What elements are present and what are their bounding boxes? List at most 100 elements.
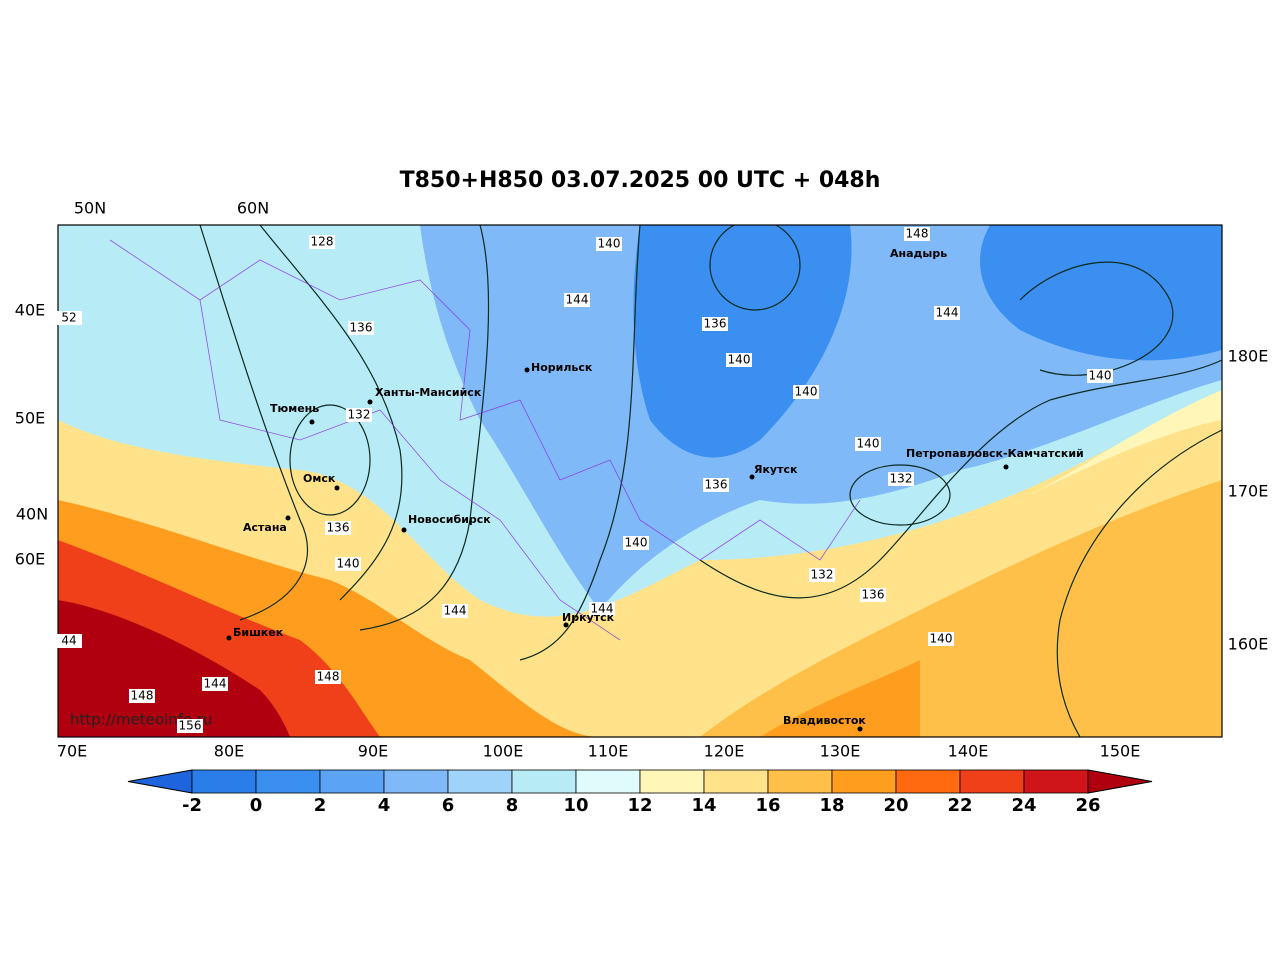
- contour-label-bg: [904, 227, 930, 241]
- contour-label-bg: [596, 237, 622, 251]
- contour-label: 132: [890, 472, 913, 486]
- contour-label: 132: [811, 568, 834, 582]
- contour-label-bg: [793, 385, 819, 399]
- contour-label: 148: [906, 227, 929, 241]
- coordinate-label: 120E: [704, 742, 745, 761]
- colorbar-bin: [319, 769, 385, 794]
- city-marker: [309, 419, 315, 425]
- colorbar-under: [127, 769, 193, 794]
- credit: http://meteoinfo.ru: [70, 711, 212, 729]
- contour-label-bg: [315, 670, 341, 684]
- city-label: Анадырь: [890, 247, 947, 260]
- coordinate-label: 110E: [588, 742, 629, 761]
- contour-label: 136: [350, 321, 373, 335]
- contour-label: 136: [327, 521, 350, 535]
- contour-label: 144: [204, 677, 227, 691]
- city-marker: [226, 635, 232, 641]
- coordinate-label: 80E: [214, 742, 244, 761]
- contour-label: 156: [179, 719, 202, 733]
- contour-label-bg: [702, 317, 728, 331]
- contour-label: 148: [131, 689, 154, 703]
- colorbar-bin: [895, 769, 961, 794]
- title: T850+H850 03.07.2025 00 UTC + 048h: [400, 168, 881, 193]
- contour-label-bg: [348, 321, 374, 335]
- colorbar-tick-label: 26: [1075, 795, 1100, 816]
- colorbar-bin: [447, 769, 513, 794]
- city-label: Астана: [243, 521, 287, 534]
- city-marker: [285, 515, 291, 521]
- contour-label-bg: [860, 588, 886, 602]
- map-frame: [57, 224, 1223, 738]
- coordinate-label: 40N: [16, 505, 48, 524]
- contour-label-bg: [129, 689, 155, 703]
- city-label: Ханты-Мансийск: [375, 386, 482, 399]
- colorbar-tick-label: -2: [182, 795, 202, 816]
- contour-label: 144: [566, 293, 589, 307]
- coordinate-label: 160E: [1228, 635, 1269, 654]
- contour-label-bg: [309, 235, 335, 249]
- contour-label-bg: [928, 632, 954, 646]
- city-label: Петропавловск-Камчатский: [906, 447, 1084, 460]
- coordinate-label: 70E: [57, 742, 87, 761]
- city-label: Омск: [303, 472, 336, 485]
- contour-label: 140: [728, 353, 751, 367]
- colorbar-bin: [1023, 769, 1089, 794]
- colorbar-bin: [959, 769, 1025, 794]
- contour-label: 132: [348, 408, 371, 422]
- contour-label-bg: [623, 536, 649, 550]
- colorbar-bin: [831, 769, 897, 794]
- contour-label-bg: [325, 521, 351, 535]
- colorbar-tick-label: 18: [819, 795, 844, 816]
- city-marker: [524, 367, 530, 373]
- contour-label-bg: [703, 478, 729, 492]
- coordinate-label: 180E: [1228, 347, 1269, 366]
- contour-label-bg: [589, 602, 615, 616]
- contour-label-bg: [56, 311, 82, 325]
- contour-label: 144: [444, 604, 467, 618]
- contour-label: 136: [705, 478, 728, 492]
- contour-label: 140: [1089, 369, 1112, 383]
- contour-label-bg: [888, 472, 914, 486]
- city-label: Бишкек: [233, 626, 284, 639]
- contour-label-bg: [56, 634, 82, 648]
- colorbar-tick-label: 10: [563, 795, 588, 816]
- contour-label-bg: [335, 557, 361, 571]
- contour-label-bg: [809, 568, 835, 582]
- colorbar-over: [1087, 769, 1153, 794]
- contour-label-bg: [564, 293, 590, 307]
- colorbar-bin: [703, 769, 769, 794]
- coordinate-label: 150E: [1100, 742, 1141, 761]
- city-marker: [857, 726, 863, 732]
- colorbar-tick-label: 20: [883, 795, 908, 816]
- contour-label-bg: [934, 306, 960, 320]
- colorbar-tick-label: 14: [691, 795, 716, 816]
- colorbar-tick-label: 16: [755, 795, 780, 816]
- contour-label-bg: [177, 719, 203, 733]
- colorbar-tick-label: 2: [314, 795, 327, 816]
- city-marker: [1003, 464, 1009, 470]
- city-marker: [334, 485, 340, 491]
- contour-label-bg: [346, 408, 372, 422]
- colorbar-bin: [191, 769, 257, 794]
- coordinate-label: 100E: [483, 742, 524, 761]
- contour-label: 140: [857, 437, 880, 451]
- contour-label: 140: [930, 632, 953, 646]
- contour-label: 140: [625, 536, 648, 550]
- city-label: Иркутск: [562, 611, 615, 624]
- contour-label: 140: [598, 237, 621, 251]
- city-label: Якутск: [754, 463, 798, 476]
- coordinate-label: 140E: [948, 742, 989, 761]
- city-marker: [367, 399, 373, 405]
- contour-label-bg: [202, 677, 228, 691]
- colorbar-bin: [767, 769, 833, 794]
- coordinate-label: 50N: [74, 199, 106, 218]
- colorbar-tick-label: 0: [250, 795, 263, 816]
- city-label: Владивосток: [783, 714, 866, 727]
- colorbar-tick-label: 12: [627, 795, 652, 816]
- colorbar-bin: [511, 769, 577, 794]
- city-marker: [401, 527, 407, 533]
- colorbar-bin: [639, 769, 705, 794]
- colorbar-tick-label: 6: [442, 795, 455, 816]
- coordinate-label: 90E: [358, 742, 388, 761]
- contour-label: 144: [591, 602, 614, 616]
